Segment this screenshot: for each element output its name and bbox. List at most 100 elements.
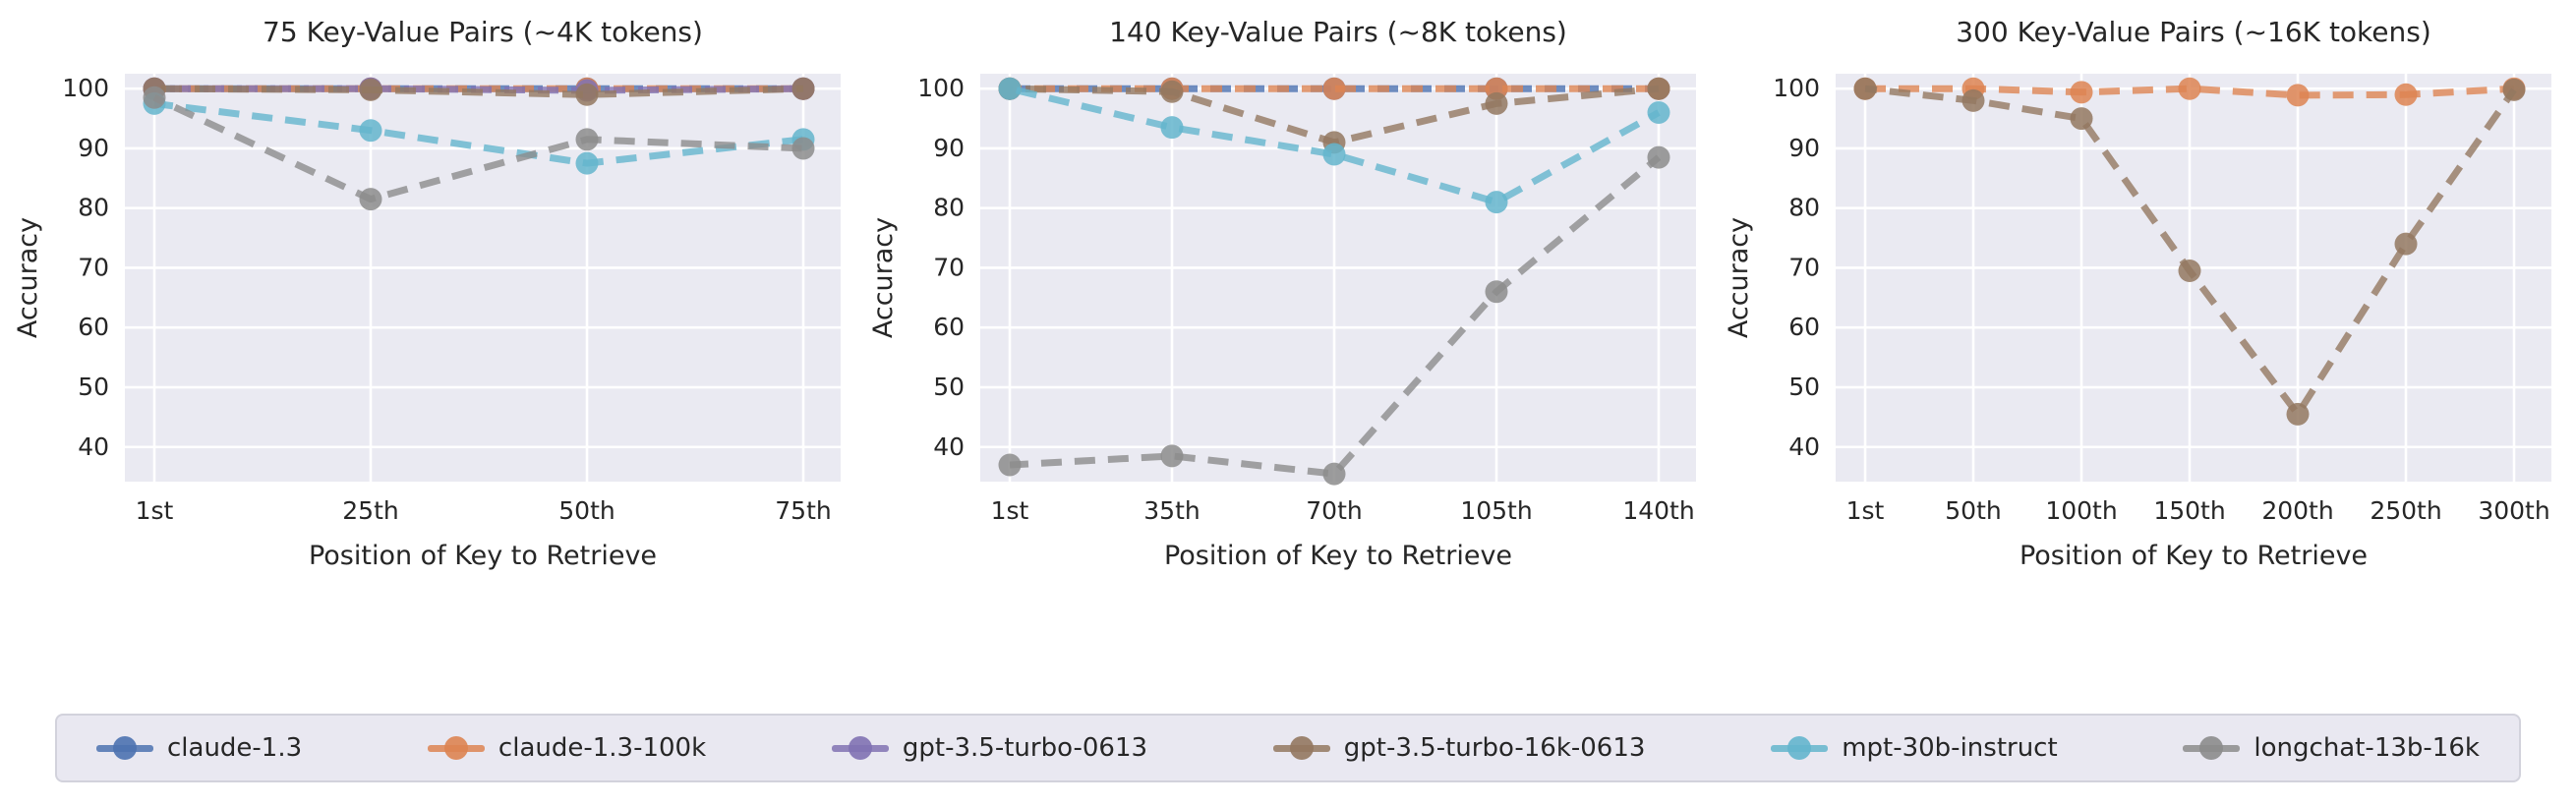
data-point-gpt-3.5-turbo-16k-0613 [791,77,815,100]
data-point-longchat-13b-16k [575,128,599,151]
legend-marker-dot [1289,736,1314,760]
x-axis-label: Position of Key to Retrieve [1164,541,1512,571]
legend-line-marker-icon [1771,733,1829,763]
y-tick-label: 60 [933,313,965,341]
y-tick-label: 90 [933,134,965,162]
y-axis-label: Accuracy [13,217,43,338]
x-tick-label: 1st [1846,496,1885,525]
y-tick-label: 100 [917,74,965,102]
data-point-mpt-30b-instruct [359,119,382,143]
x-tick-label: 25th [342,496,398,525]
legend-item-claude-1.3: claude-1.3 [96,733,302,763]
data-point-claude-1.3-100k [1322,77,1346,100]
y-tick-label: 80 [78,194,109,222]
y-tick-label: 50 [1788,373,1820,401]
data-point-longchat-13b-16k [1322,462,1346,486]
x-tick-label: 50th [558,496,615,525]
data-point-gpt-3.5-turbo-16k-0613 [575,83,599,106]
legend-item-longchat-13b-16k: longchat-13b-16k [2183,733,2480,763]
y-tick-label: 40 [1788,432,1820,461]
data-point-longchat-13b-16k [1485,280,1508,304]
series-line-longchat-13b-16k [1009,154,1662,478]
y-tick-label: 80 [933,194,965,222]
legend-marker-dot [1787,736,1812,760]
data-point-gpt-3.5-turbo-16k-0613 [2502,78,2526,101]
data-point-gpt-3.5-turbo-16k-0613 [2070,107,2093,131]
legend-item-claude-1.3-100k: claude-1.3-100k [427,733,707,763]
data-point-gpt-3.5-turbo-16k-0613 [1647,77,1670,100]
series-line-longchat-13b-16k [152,94,804,203]
data-point-longchat-13b-16k [791,137,815,160]
legend-marker-dot [113,736,137,760]
data-point-gpt-3.5-turbo-16k-0613 [1853,77,1877,100]
y-tick-label: 100 [62,74,109,102]
legend-item-gpt-3.5-turbo-16k-0613: gpt-3.5-turbo-16k-0613 [1272,733,1646,763]
legend-line-marker-icon [427,733,485,763]
y-tick-label: 50 [933,373,965,401]
legend-line-marker-icon [96,733,153,763]
legend-item-gpt-3.5-turbo-0613: gpt-3.5-turbo-0613 [831,733,1148,763]
y-axis-label: Accuracy [1724,217,1754,338]
x-tick-label: 50th [1945,496,2001,525]
data-point-longchat-13b-16k [1160,444,1184,468]
legend-item-mpt-30b-instruct: mpt-30b-instruct [1771,733,2058,763]
legend-line-marker-icon [831,733,889,763]
data-point-claude-1.3-100k [2286,84,2310,107]
subplot-3: 100 90 80 70 60 50 40 1st 50th 100th 150th 200th 250… [1724,16,2551,571]
data-point-gpt-3.5-turbo-16k-0613 [1485,91,1508,115]
x-tick-label: 300th [2478,496,2549,525]
y-tick-label: 40 [78,432,109,461]
legend: claude-1.3 claude-1.3-100k gpt-3.5-turbo-0… [55,714,2521,782]
data-point-gpt-3.5-turbo-16k-0613 [2178,259,2201,283]
y-tick-label: 90 [1788,134,1820,162]
y-tick-label: 40 [933,432,965,461]
data-point-mpt-30b-instruct [575,151,599,175]
data-point-mpt-30b-instruct [1322,143,1346,166]
y-tick-label: 60 [1788,313,1820,341]
y-tick-label: 70 [1788,253,1820,281]
data-point-longchat-13b-16k [998,453,1022,477]
legend-label: gpt-3.5-turbo-16k-0613 [1343,733,1646,763]
legend-marker-dot [848,736,872,760]
series-line-mpt-30b-instruct [153,99,804,167]
data-point-claude-1.3-100k [2394,83,2418,106]
y-tick-label: 90 [78,134,109,162]
data-point-mpt-30b-instruct [1485,191,1508,214]
legend-label: mpt-30b-instruct [1842,733,2058,763]
legend-label: claude-1.3-100k [498,733,707,763]
legend-label: gpt-3.5-turbo-0613 [902,733,1148,763]
x-tick-label: 35th [1143,496,1200,525]
subplot-2: 100 90 80 70 60 50 40 1st 35th 70th 105th 140th 140 … [868,16,1696,571]
y-tick-label: 70 [933,253,965,281]
x-tick-label: 1st [991,496,1029,525]
data-point-longchat-13b-16k [143,86,166,109]
legend-label: claude-1.3 [167,733,303,763]
data-point-longchat-13b-16k [1647,145,1670,169]
data-point-gpt-3.5-turbo-16k-0613 [2394,232,2418,256]
legend-marker-dot [443,736,468,760]
y-tick-label: 50 [78,373,109,401]
data-point-gpt-3.5-turbo-16k-0613 [1961,88,1985,112]
x-tick-label: 140th [1622,496,1694,525]
subplot-title: 140 Key-Value Pairs (~8K tokens) [1109,16,1567,48]
data-point-mpt-30b-instruct [1160,116,1184,140]
y-tick-label: 60 [78,313,109,341]
data-point-claude-1.3-100k [2070,81,2093,104]
subplot-title: 75 Key-Value Pairs (~4K tokens) [263,16,703,48]
subplot-title: 300 Key-Value Pairs (~16K tokens) [1956,16,2431,48]
data-point-mpt-30b-instruct [1647,100,1670,124]
x-tick-label: 200th [2261,496,2333,525]
data-point-mpt-30b-instruct [998,77,1022,100]
x-tick-label: 75th [775,496,831,525]
data-point-claude-1.3-100k [2178,77,2201,100]
y-tick-label: 80 [1788,194,1820,222]
plot-background [125,74,841,482]
series-line-mpt-30b-instruct [1009,85,1661,206]
data-point-gpt-3.5-turbo-16k-0613 [1160,80,1184,103]
x-tick-label: 150th [2153,496,2225,525]
series-line-gpt-3.5-turbo-16k-0613 [153,85,804,98]
data-point-gpt-3.5-turbo-16k-0613 [359,78,382,101]
x-tick-label: 100th [2045,496,2117,525]
data-point-gpt-3.5-turbo-16k-0613 [2286,402,2310,426]
